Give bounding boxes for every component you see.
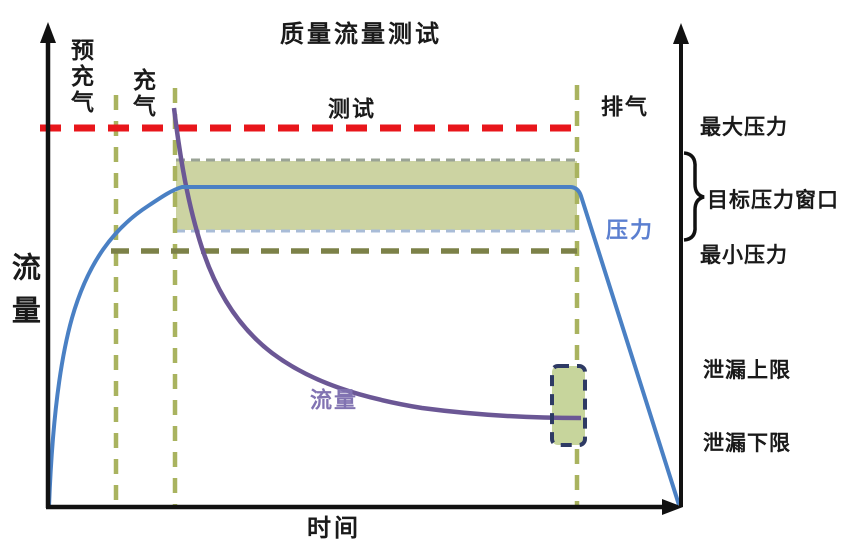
phase-label-exhaust: 排气 — [600, 95, 650, 121]
target-pressure-band — [176, 161, 577, 230]
pressure-curve — [47, 185, 681, 507]
max-pressure-label: 最大压力 — [700, 114, 788, 139]
y-axis-label: 流量 — [7, 252, 42, 338]
pressure-curve-label: 压力 — [605, 218, 655, 244]
x-axis-arrow-icon — [662, 499, 683, 515]
leak-window-box-fill — [552, 366, 585, 445]
flow-curve-label: 流量 — [309, 388, 359, 414]
target-window-brace-icon — [683, 151, 705, 242]
min-pressure-label: 最小压力 — [700, 242, 788, 267]
target-window-label: 目标压力窗口 — [707, 187, 839, 212]
right-axis-arrow-icon — [673, 23, 689, 44]
chart-title: 质量流量测试 — [280, 20, 442, 49]
phase-label-prefill: 预充气 — [66, 38, 93, 116]
leak-lower-label: 泄漏下限 — [703, 430, 791, 455]
phase-label-test: 测试 — [327, 97, 377, 123]
flow-curve — [171, 107, 582, 421]
y-axis-arrow-icon — [40, 22, 56, 43]
leak-upper-label: 泄漏上限 — [703, 357, 791, 382]
phase-label-fill: 充气 — [128, 68, 155, 120]
leak-window-box-border — [550, 364, 587, 447]
x-axis-label: 时间 — [307, 514, 361, 543]
